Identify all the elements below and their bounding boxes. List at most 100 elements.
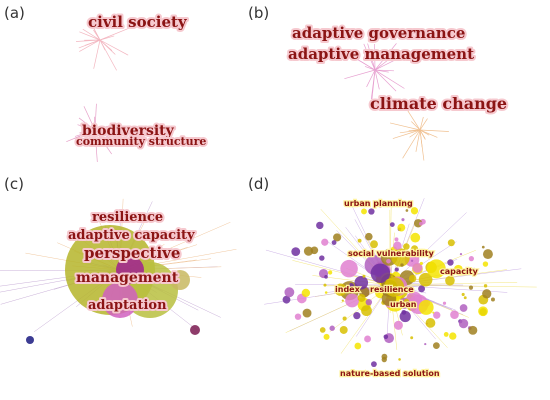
node	[394, 267, 399, 272]
node	[459, 253, 463, 256]
link	[93, 129, 96, 146]
keyword: community structure	[76, 135, 206, 148]
keyword: capacity	[440, 267, 479, 276]
node	[357, 293, 366, 302]
node	[116, 256, 144, 284]
link	[356, 58, 376, 71]
link	[371, 69, 376, 104]
node	[463, 296, 467, 300]
node	[342, 316, 347, 321]
node	[348, 283, 354, 289]
link	[94, 103, 97, 131]
link	[374, 69, 405, 89]
node	[323, 333, 330, 340]
keyword: index	[335, 285, 361, 294]
node	[459, 304, 468, 312]
link	[79, 31, 101, 41]
node	[442, 301, 447, 305]
link	[94, 129, 125, 147]
node	[319, 255, 325, 261]
panel-label: (a)	[4, 4, 25, 22]
node	[301, 288, 311, 298]
node	[357, 238, 362, 243]
node	[302, 308, 312, 318]
node	[410, 259, 414, 262]
keyword: urban	[390, 300, 417, 309]
link	[419, 129, 423, 148]
link	[389, 284, 537, 288]
link	[99, 26, 132, 41]
keyword: nature-based solution	[340, 369, 440, 378]
node	[445, 275, 455, 286]
node	[418, 272, 433, 287]
node	[401, 309, 407, 315]
node	[443, 332, 449, 337]
node	[468, 285, 474, 290]
link	[82, 28, 101, 41]
node	[190, 325, 200, 335]
node	[333, 233, 342, 242]
link	[374, 55, 404, 71]
panel-label: (d)	[248, 175, 269, 193]
node	[324, 291, 328, 294]
node	[354, 342, 362, 350]
link	[419, 129, 449, 132]
node	[458, 318, 469, 329]
node	[319, 327, 326, 333]
node	[345, 293, 359, 308]
link	[367, 43, 376, 71]
link	[78, 117, 96, 131]
link	[409, 129, 421, 138]
keyword: adaptive governance	[292, 24, 465, 42]
link	[374, 69, 389, 73]
link	[94, 129, 106, 142]
node	[334, 283, 347, 296]
node	[323, 283, 327, 287]
link	[93, 39, 101, 69]
node	[381, 356, 387, 363]
keyword: urban planning	[344, 199, 413, 208]
keyword: civil society	[88, 13, 188, 31]
node	[339, 325, 348, 334]
node	[371, 361, 377, 368]
keyword: adaptation	[88, 298, 167, 313]
node	[393, 320, 403, 330]
link	[389, 122, 421, 131]
link	[94, 129, 112, 155]
node	[341, 299, 344, 302]
node	[427, 254, 430, 257]
link	[419, 118, 428, 131]
link	[344, 69, 376, 80]
link	[74, 129, 96, 137]
node	[453, 264, 463, 274]
node	[490, 297, 495, 302]
node	[412, 262, 423, 273]
node	[365, 232, 373, 241]
keyword: climate change	[370, 94, 507, 113]
link	[363, 43, 376, 71]
node	[433, 311, 441, 319]
node	[482, 289, 492, 299]
node	[408, 274, 417, 283]
node	[397, 223, 406, 232]
link	[419, 129, 438, 138]
node	[370, 263, 391, 283]
node	[378, 204, 383, 208]
node	[401, 218, 405, 222]
link	[91, 24, 101, 41]
node	[170, 270, 190, 290]
link	[79, 39, 101, 52]
node	[328, 270, 333, 275]
link	[285, 284, 391, 333]
link	[366, 69, 376, 88]
node	[365, 298, 373, 306]
node	[447, 239, 455, 247]
node	[403, 298, 410, 305]
node	[393, 241, 402, 250]
link	[99, 35, 115, 41]
link	[399, 129, 421, 134]
node	[394, 237, 399, 242]
node	[26, 336, 34, 344]
link	[374, 69, 397, 92]
link	[66, 129, 96, 142]
